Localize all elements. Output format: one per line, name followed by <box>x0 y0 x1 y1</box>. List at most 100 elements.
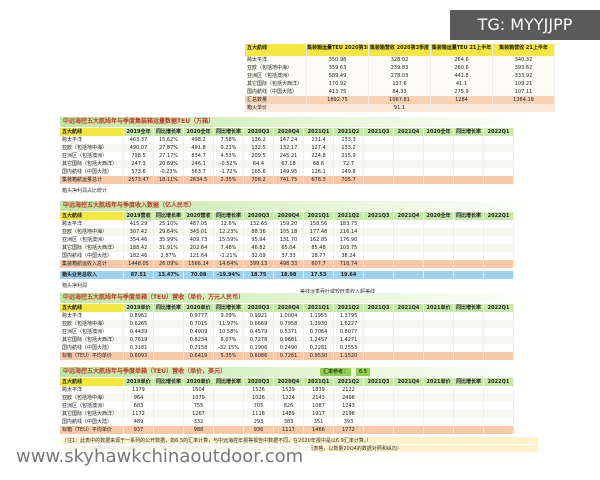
table-cell: 332 <box>184 418 214 426</box>
table-cell <box>431 104 493 112</box>
table-cell: 573.6 <box>124 168 154 176</box>
table-cell: 105.18 <box>274 228 304 236</box>
table-cell: 0.4579 <box>244 328 274 336</box>
table-cell <box>394 152 424 160</box>
table-cell: 216.14 <box>334 228 364 236</box>
table-row: 亚洲区（包括澳洲） 354.46 35.99% 409.73 15.59% 95.94 13… <box>60 236 514 244</box>
table-cell: 1117 <box>274 426 304 434</box>
table-cell: 409.73 <box>184 236 214 244</box>
table-cell <box>454 176 484 184</box>
table-cell: 26.09% <box>154 260 184 268</box>
table-cell: 563.7 <box>184 168 214 176</box>
table-cell: 2021单价 <box>424 378 454 386</box>
table-cell <box>484 271 514 279</box>
table-cell: 2019营收 <box>124 212 154 220</box>
table-cell: 0.6265 <box>124 320 154 328</box>
table-cell <box>484 386 514 394</box>
table-cell <box>364 176 394 184</box>
table-cell: 68.6 <box>304 160 334 168</box>
table-cell: 亚洲区（包括澳洲） <box>245 72 307 80</box>
table-cell: 239.83 <box>369 64 431 72</box>
table-cell: 2020Q3 <box>244 212 274 220</box>
table-cell: 29.64% <box>154 228 184 236</box>
table-cell <box>424 336 454 344</box>
table-cell <box>154 320 184 328</box>
table-cell <box>364 271 394 279</box>
table-cell: 2143 <box>304 394 334 402</box>
table-cell <box>484 220 514 228</box>
table-cell <box>364 152 394 160</box>
table-cell: 182.46 <box>124 252 154 260</box>
table-cell <box>394 352 424 360</box>
table-cell <box>484 168 514 176</box>
table-cell <box>364 312 394 320</box>
table-cell: 0.8962 <box>124 312 154 320</box>
table-cell: 718.74 <box>334 260 364 268</box>
table-cell: 359.63 <box>307 64 369 72</box>
table-cell: -19.94% <box>214 271 244 279</box>
table: 箱头业务总收入 87.51 13.47% 70.08 -19.94% 18.75 18.98… <box>60 271 514 279</box>
table-cell: 其它国际（包括大西洋） <box>60 244 124 252</box>
table-cell: 2021Q2 <box>334 128 364 136</box>
table-cell: 741.75 <box>274 176 304 184</box>
table-cell: 705.7 <box>334 176 364 184</box>
table-cell <box>364 320 394 328</box>
table-cell <box>454 260 484 268</box>
table-cell: 41.1 <box>431 80 493 88</box>
table-cell <box>394 260 424 268</box>
table-cell: 415.29 <box>124 220 154 228</box>
table-cell: 162.85 <box>304 236 334 244</box>
table-cell: 137.6 <box>369 80 431 88</box>
table-cell <box>484 160 514 168</box>
table-cell <box>454 244 484 252</box>
table-cell: 集装箱运量TEU 2020第3季度 <box>307 44 369 56</box>
table-cell: 487.05 <box>184 220 214 228</box>
table-cell: 0.2490 <box>274 344 304 352</box>
table-cell <box>364 260 394 268</box>
table-cell: 2020Q4 <box>274 128 304 136</box>
table-cell: 亚洲区（包括澳洲） <box>60 236 124 244</box>
table-cell: 1.4271 <box>334 336 364 344</box>
table-cell: 亚洲区（包括澳洲） <box>60 152 124 160</box>
table-cell <box>484 144 514 152</box>
table-cell: 1.3795 <box>334 312 364 320</box>
table-cell: 0.2281 <box>304 344 334 352</box>
table-row: 亚欧（包括地中海） 964 1079 1026 1224 2143 2496 <box>60 394 514 402</box>
table-cell: 1243 <box>334 402 364 410</box>
table-cell: 755 <box>184 402 214 410</box>
table-cell: 2022Q1 <box>484 212 514 220</box>
table-row: 其它国际（包括大西洋） 188.42 31.91% 202.64 7.48% 46.82 6… <box>60 244 514 252</box>
table-cell: 88.36 <box>244 228 274 236</box>
table-row: 跨太平洋 415.29 25.10% 487.05 12.6% 132.65 159.20 1… <box>60 220 514 228</box>
table-cell: 2573.47 <box>124 176 154 184</box>
table-cell: 1379 <box>124 386 154 394</box>
section-title: 中远海控五大航线年与季度单箱（TEU）营收（单价，美元） <box>60 367 540 377</box>
table-cell: 0.9681 <box>274 336 304 344</box>
table-cell <box>394 320 424 328</box>
table-cell: 标箱（TEU）平均单价 <box>60 352 124 360</box>
table-cell: 跨太平洋 <box>60 136 124 144</box>
table-cell: 箱火单价 <box>245 104 307 112</box>
table-cell: 0.9777 <box>184 312 214 320</box>
table-cell <box>364 220 394 228</box>
table-cell <box>364 228 394 236</box>
table-cell: 2019单价 <box>124 304 154 312</box>
table-cell: 149.8 <box>334 168 364 176</box>
table-cell: 176.90 <box>334 236 364 244</box>
table-cell: 11.97% <box>214 320 244 328</box>
table-cell: 0.7619 <box>124 336 154 344</box>
table-cell <box>394 394 424 402</box>
table-cell: 同比增长率 <box>154 212 184 220</box>
table: 五大航线 2019营收 同比增长率 2020营收 同比增长率 2020Q3 2020Q4 20… <box>60 212 514 268</box>
footnote: 美线淡季吞吐或较旺季收入超美线 <box>300 289 376 295</box>
table-cell: 2020Q3 <box>244 378 274 386</box>
table-cell: 1.1520 <box>334 352 364 360</box>
table-cell <box>484 394 514 402</box>
table-cell: 0.6669 <box>244 320 274 328</box>
table-cell: 2021Q3 <box>364 378 394 386</box>
table-cell: 2020Q4 <box>274 212 304 220</box>
table-cell: 177.48 <box>304 228 334 236</box>
table-cell: 跨太平洋 <box>60 220 124 228</box>
table-cell: 同比增长率 <box>214 304 244 312</box>
